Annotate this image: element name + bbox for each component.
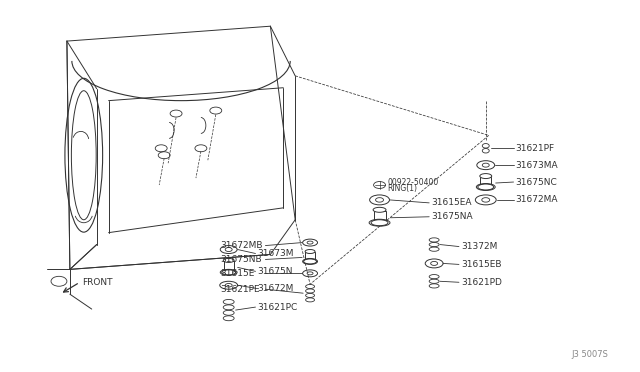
Text: 31372M: 31372M (461, 242, 497, 251)
Ellipse shape (221, 270, 236, 275)
Text: J3 5007S: J3 5007S (571, 350, 608, 359)
Bar (305, 253, 315, 262)
Ellipse shape (225, 247, 232, 251)
Ellipse shape (225, 283, 232, 287)
Text: 31615EB: 31615EB (461, 260, 501, 269)
Text: RING(1): RING(1) (387, 185, 417, 193)
Text: 31675NB: 31675NB (221, 255, 262, 264)
Bar (224, 262, 234, 271)
Ellipse shape (371, 220, 388, 226)
Ellipse shape (307, 241, 313, 244)
Text: 31673M: 31673M (257, 249, 294, 258)
Ellipse shape (431, 262, 438, 265)
Ellipse shape (307, 272, 313, 275)
Text: 31621PE: 31621PE (221, 285, 260, 294)
Text: 31615EA: 31615EA (431, 198, 472, 207)
Text: 31621PF: 31621PF (516, 144, 555, 153)
Text: 31621PD: 31621PD (461, 278, 502, 287)
Ellipse shape (376, 198, 383, 202)
Text: 31675NA: 31675NA (431, 212, 473, 221)
Bar (374, 211, 385, 223)
Text: 31621PC: 31621PC (257, 302, 298, 312)
Ellipse shape (483, 163, 489, 167)
Text: 31675N: 31675N (257, 267, 293, 276)
Text: 31672MB: 31672MB (221, 241, 263, 250)
Text: 31673MA: 31673MA (516, 161, 558, 170)
Ellipse shape (223, 259, 234, 262)
Text: FRONT: FRONT (82, 278, 112, 287)
Ellipse shape (480, 174, 492, 179)
Ellipse shape (305, 250, 315, 253)
Text: 31675NC: 31675NC (516, 177, 557, 186)
Ellipse shape (303, 259, 317, 264)
Text: 31615E: 31615E (221, 269, 255, 278)
Ellipse shape (373, 207, 386, 212)
Text: 00922-50400: 00922-50400 (387, 177, 439, 186)
Ellipse shape (478, 184, 493, 190)
Ellipse shape (482, 198, 490, 202)
Bar (480, 177, 492, 187)
Text: 31672M: 31672M (257, 284, 294, 293)
Text: 31672MA: 31672MA (516, 195, 558, 204)
